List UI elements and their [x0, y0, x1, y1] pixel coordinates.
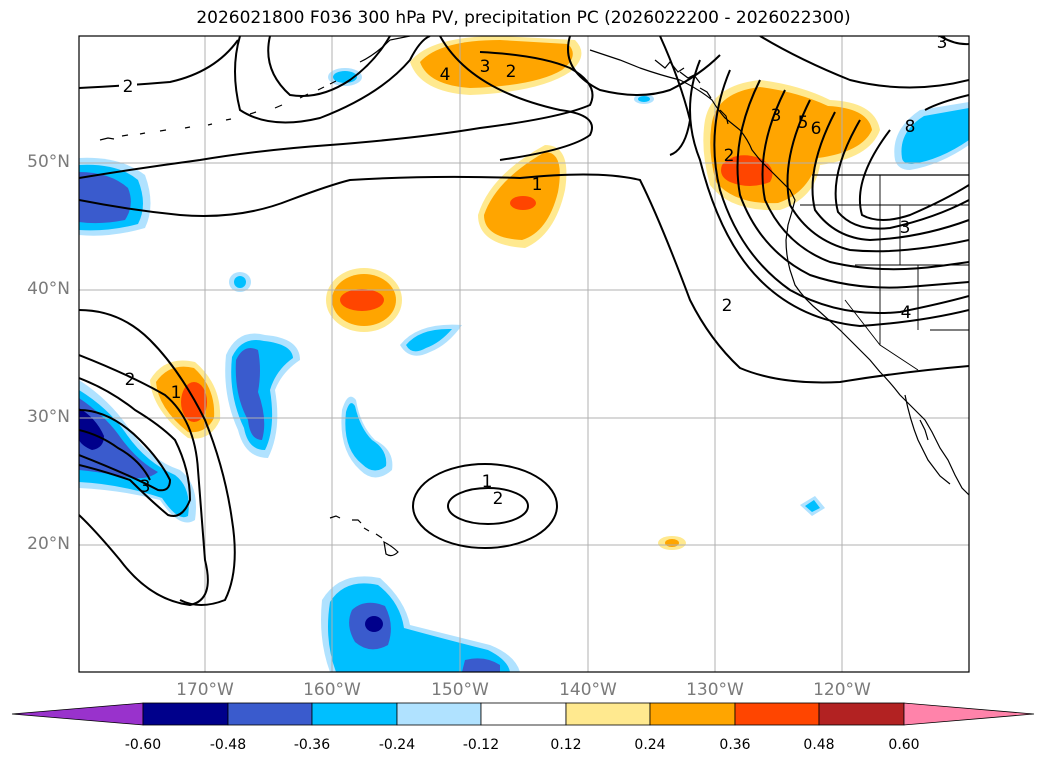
precip-positive-core: [340, 289, 384, 311]
colorbar-swatch: [396, 702, 482, 726]
lat-label: 30°N: [27, 407, 70, 427]
colorbar-tick-label: -0.12: [462, 737, 500, 753]
colorbar-tick-label: 0.12: [550, 737, 582, 753]
contour-label: 3: [140, 477, 151, 497]
colorbar-swatch: [734, 702, 820, 726]
colorbar-swatch: [142, 702, 229, 726]
contour-label: 6: [811, 119, 822, 139]
contour-label: 4: [901, 303, 912, 323]
colorbar-extend-high: [903, 702, 1035, 726]
contour-label: 3: [771, 106, 782, 126]
contour-label: 2: [506, 62, 517, 82]
lon-label: 160°W: [303, 680, 361, 700]
precip-positive-core: [510, 196, 536, 210]
colorbar-swatch: [565, 702, 651, 726]
lon-label: 150°W: [431, 680, 489, 700]
contour-label: 1: [171, 383, 182, 403]
colorbar: [11, 702, 1035, 726]
colorbar-swatch: [480, 702, 567, 726]
precip-negative-region: [79, 172, 131, 224]
lon-label: 120°W: [813, 680, 871, 700]
pv-contours: [79, 36, 969, 607]
precip-negative-region: [406, 328, 452, 352]
colorbar-swatch: [311, 702, 398, 726]
lon-label: 130°W: [686, 680, 744, 700]
contour-label: 2: [493, 489, 504, 509]
contour-label: 3: [480, 57, 491, 77]
contour-label: 2: [724, 146, 735, 166]
colorbar-tick-label: 0.60: [888, 737, 920, 753]
contour-label: 4: [440, 65, 451, 85]
colorbar-tick-label: -0.60: [124, 737, 162, 753]
precip-negative-region: [234, 276, 246, 288]
contour-label: 5: [798, 113, 809, 133]
precip-negative-region: [345, 403, 387, 471]
precip-negative-region: [901, 108, 969, 164]
contour-label: 3: [900, 218, 911, 238]
precip-negative-region: [462, 658, 500, 672]
colorbar-swatch: [818, 702, 905, 726]
precip-positive-region: [665, 539, 679, 547]
colorbar-tick-label: 0.36: [719, 737, 751, 753]
colorbar-tick-label: 0.24: [634, 737, 666, 753]
precip-negative-region: [638, 96, 650, 102]
contour-label: 1: [532, 175, 543, 195]
colorbar-tick-label: -0.36: [293, 737, 331, 753]
lat-label: 20°N: [27, 534, 70, 554]
colorbar-swatch: [649, 702, 736, 726]
map-frame: [78, 35, 970, 673]
lon-label: 170°W: [176, 680, 234, 700]
contour-label: 8: [905, 117, 916, 137]
precip-negative-region: [805, 500, 820, 512]
map-title: 2026021800 F036 300 hPa PV, precipitatio…: [196, 8, 851, 28]
contour-label: 2: [125, 370, 136, 390]
lat-label: 40°N: [27, 279, 70, 299]
precip-negative-core: [365, 616, 383, 632]
colorbar-tick-label: -0.48: [209, 737, 247, 753]
lon-label: 140°W: [559, 680, 617, 700]
colorbar-extend-low: [11, 702, 144, 726]
precip-positive-region: [420, 40, 573, 88]
colorbar-tick-label: 0.48: [803, 737, 835, 753]
precip-positive-region: [484, 152, 560, 240]
contour-label: 1: [482, 472, 493, 492]
contour-label: 3: [937, 33, 948, 53]
colorbar-swatch: [227, 702, 313, 726]
precip-negative-region: [235, 347, 265, 440]
lat-label: 50°N: [27, 152, 70, 172]
contour-label: 2: [722, 296, 733, 316]
colorbar-tick-label: -0.24: [378, 737, 416, 753]
contour-labels: 2 4 3 2 1 2 3 5 6 8 3 2 4 2 1 3 1 2 3: [119, 33, 948, 509]
contour-label: 2: [123, 77, 134, 97]
